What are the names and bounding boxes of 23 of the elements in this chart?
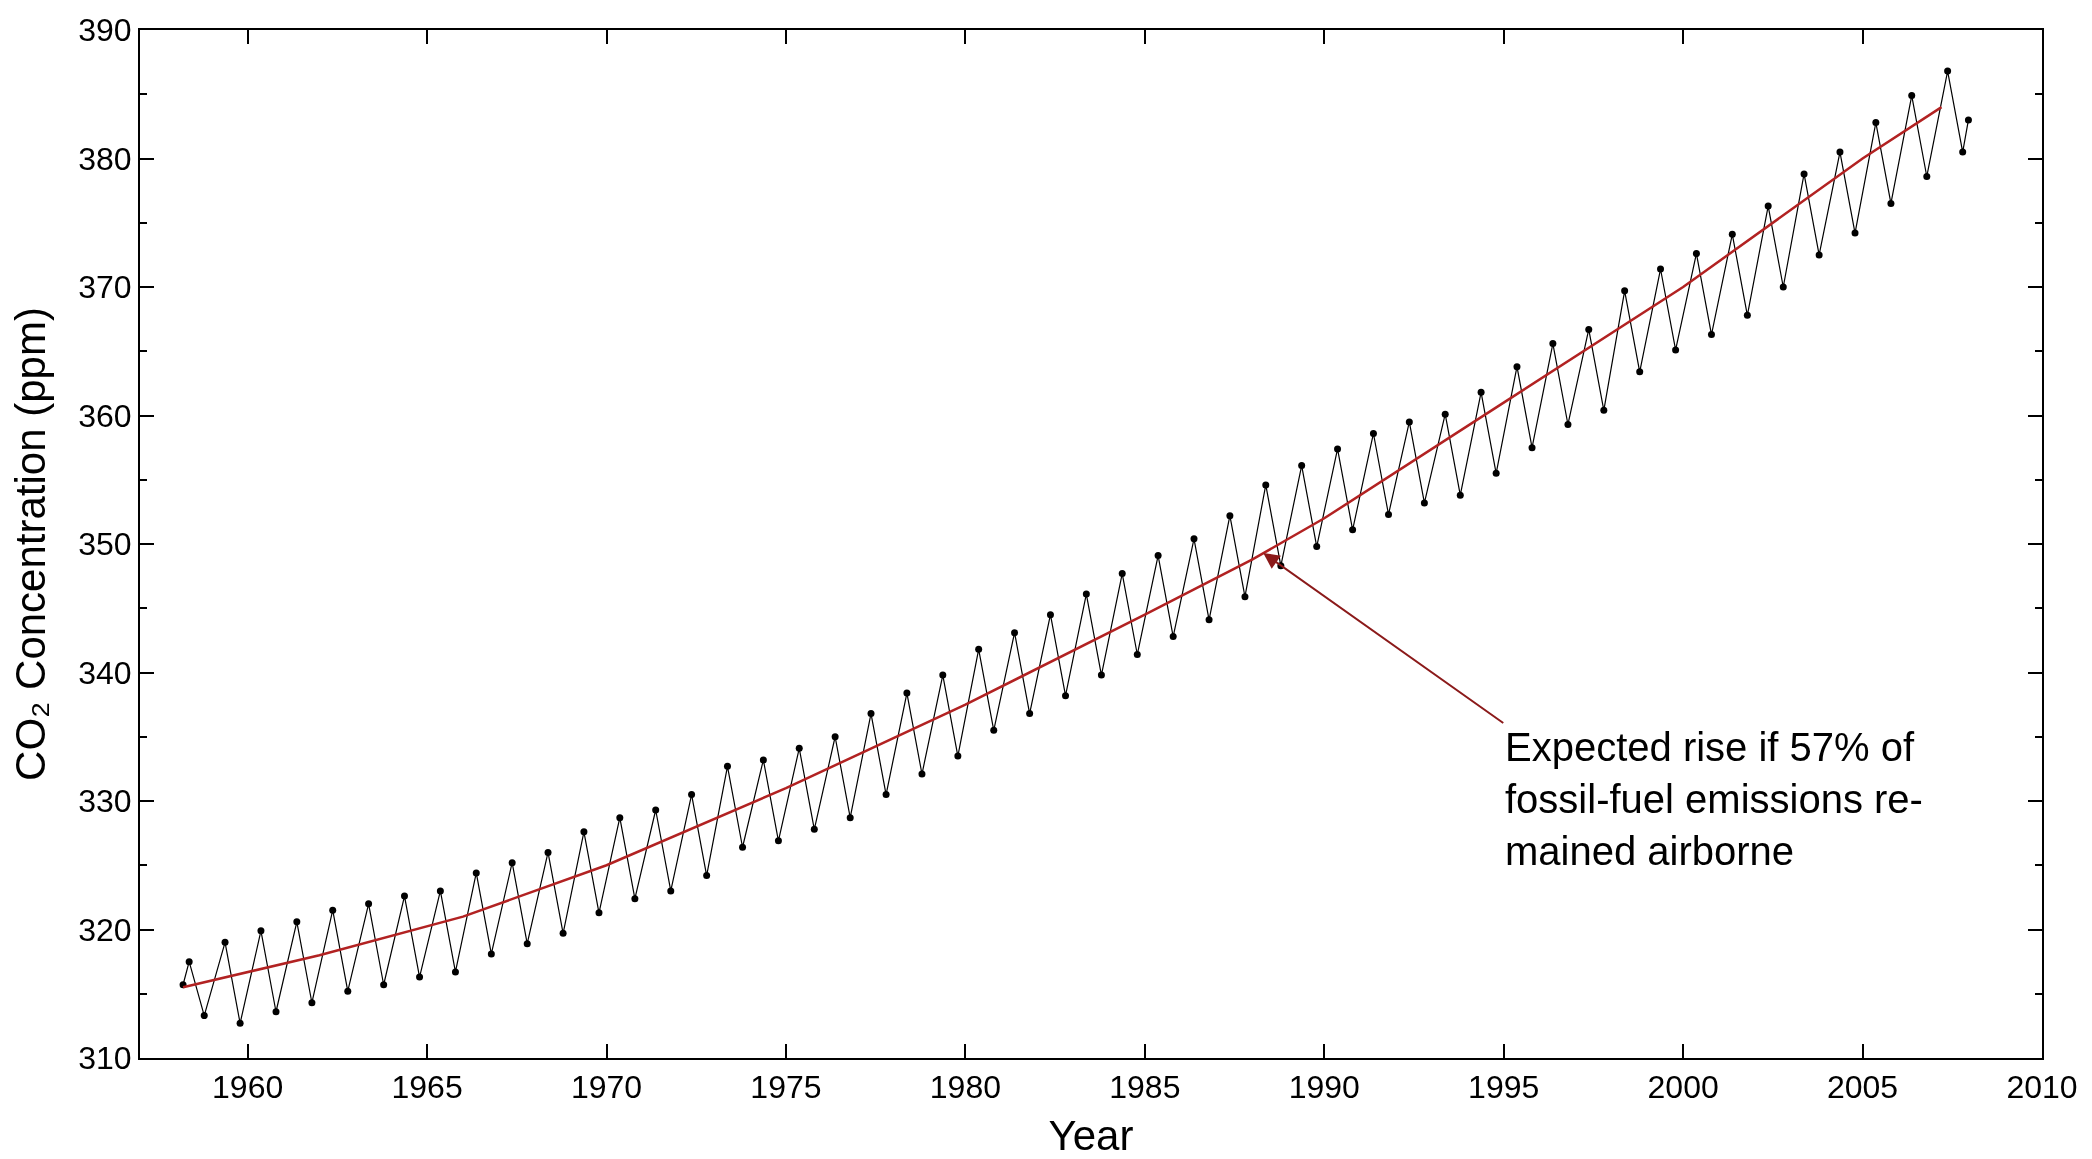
x-tick-label: 1990 xyxy=(1288,1069,1360,1106)
x-tick-label: 1965 xyxy=(391,1069,463,1106)
y-tick-label: 360 xyxy=(78,397,132,434)
y-tick-label: 380 xyxy=(78,140,132,177)
y-tick-label: 310 xyxy=(78,1040,132,1077)
y-tick-label: 320 xyxy=(78,911,132,948)
y-tick-label: 350 xyxy=(78,526,132,563)
x-tick-label: 1980 xyxy=(929,1069,1001,1106)
y-tick-label: 390 xyxy=(78,12,132,49)
x-tick-label: 2000 xyxy=(1647,1069,1719,1106)
annotation: Expected rise if 57% of fossil-fuel emissions re- mained airborne xyxy=(1505,725,1923,873)
x-axis-title: Year xyxy=(1048,1112,1134,1159)
x-tick-label: 1995 xyxy=(1468,1069,1540,1106)
y-tick-label: 370 xyxy=(78,269,132,306)
y-axis-title: CO₂ Concentration (ppm) xyxy=(7,307,54,781)
x-tick-label: 1970 xyxy=(570,1069,643,1106)
y-tick-label: 330 xyxy=(78,783,132,820)
x-tick-label: 2005 xyxy=(1826,1069,1899,1106)
x-tick-label: 1985 xyxy=(1109,1069,1181,1106)
x-tick-label: 2010 xyxy=(2006,1069,2078,1106)
x-tick-label: 1960 xyxy=(212,1069,284,1106)
x-tick-label: 1975 xyxy=(750,1069,822,1106)
y-tick-label: 340 xyxy=(78,654,132,691)
